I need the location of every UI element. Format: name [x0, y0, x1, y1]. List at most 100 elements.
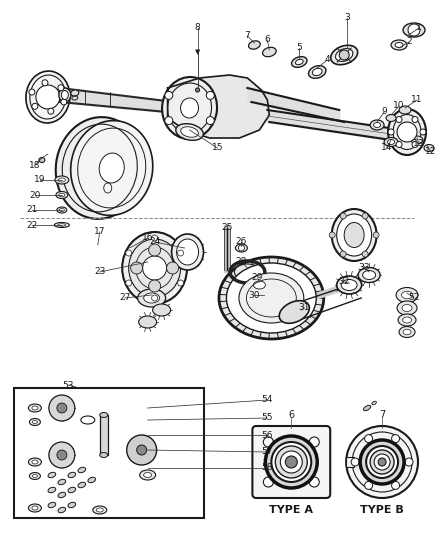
Text: 16: 16 — [142, 233, 153, 243]
Ellipse shape — [358, 268, 380, 282]
Ellipse shape — [341, 279, 357, 290]
Ellipse shape — [332, 209, 377, 261]
Text: 11: 11 — [411, 95, 423, 104]
Ellipse shape — [26, 71, 70, 123]
Ellipse shape — [372, 401, 376, 405]
Text: 25: 25 — [222, 223, 233, 232]
Text: 1: 1 — [416, 23, 422, 33]
Ellipse shape — [152, 304, 170, 316]
Circle shape — [195, 88, 200, 92]
Circle shape — [127, 435, 157, 465]
Text: 55: 55 — [261, 414, 273, 423]
Circle shape — [360, 440, 404, 484]
Ellipse shape — [144, 472, 152, 478]
Text: 4: 4 — [325, 55, 330, 64]
Polygon shape — [168, 75, 269, 138]
Ellipse shape — [54, 222, 69, 228]
Circle shape — [405, 458, 413, 466]
Text: 32: 32 — [339, 278, 350, 287]
Circle shape — [177, 280, 184, 286]
Ellipse shape — [399, 327, 415, 337]
Circle shape — [412, 141, 418, 148]
Ellipse shape — [312, 68, 322, 76]
Circle shape — [362, 213, 368, 219]
Ellipse shape — [28, 504, 42, 512]
Ellipse shape — [364, 406, 371, 410]
Ellipse shape — [57, 207, 67, 213]
Ellipse shape — [29, 472, 40, 480]
Ellipse shape — [337, 214, 371, 256]
Ellipse shape — [239, 273, 304, 323]
Circle shape — [148, 280, 161, 292]
Ellipse shape — [122, 232, 187, 304]
Ellipse shape — [140, 470, 155, 480]
Ellipse shape — [78, 482, 86, 488]
Ellipse shape — [226, 263, 316, 333]
FancyBboxPatch shape — [252, 426, 330, 498]
Ellipse shape — [58, 507, 66, 513]
Ellipse shape — [58, 492, 66, 498]
Text: 13: 13 — [413, 140, 425, 149]
Text: 33: 33 — [358, 263, 370, 272]
Text: 17: 17 — [94, 228, 106, 237]
Text: 30: 30 — [249, 290, 260, 300]
Ellipse shape — [58, 224, 66, 226]
Circle shape — [340, 213, 346, 219]
Ellipse shape — [370, 120, 384, 130]
Circle shape — [143, 256, 166, 280]
Circle shape — [49, 395, 75, 421]
Ellipse shape — [403, 317, 412, 323]
Ellipse shape — [402, 304, 412, 311]
Ellipse shape — [61, 91, 68, 100]
Circle shape — [165, 117, 173, 125]
Text: 6: 6 — [288, 410, 294, 420]
Circle shape — [126, 250, 132, 256]
Circle shape — [364, 434, 373, 442]
Text: 57: 57 — [261, 448, 273, 456]
Circle shape — [374, 454, 390, 470]
Text: 3: 3 — [344, 13, 350, 22]
Ellipse shape — [58, 178, 65, 182]
Circle shape — [392, 434, 399, 442]
Ellipse shape — [32, 421, 37, 424]
Ellipse shape — [172, 234, 204, 270]
Ellipse shape — [424, 144, 434, 151]
Ellipse shape — [331, 45, 358, 64]
Ellipse shape — [336, 49, 353, 61]
Ellipse shape — [58, 479, 66, 484]
Circle shape — [206, 91, 214, 99]
Circle shape — [408, 24, 420, 36]
Ellipse shape — [399, 106, 411, 114]
Ellipse shape — [32, 406, 38, 410]
Ellipse shape — [93, 506, 107, 514]
Ellipse shape — [68, 502, 76, 508]
Ellipse shape — [88, 477, 95, 483]
Circle shape — [152, 295, 158, 301]
Ellipse shape — [100, 413, 108, 417]
Circle shape — [366, 446, 398, 478]
Ellipse shape — [391, 40, 407, 50]
Ellipse shape — [279, 301, 309, 324]
Text: 54: 54 — [261, 395, 273, 405]
Ellipse shape — [129, 239, 180, 297]
Ellipse shape — [68, 472, 76, 478]
Ellipse shape — [32, 474, 37, 478]
Circle shape — [177, 250, 184, 256]
Ellipse shape — [48, 487, 56, 492]
Circle shape — [48, 108, 54, 114]
Ellipse shape — [308, 66, 326, 78]
Ellipse shape — [374, 123, 381, 127]
Ellipse shape — [402, 291, 413, 299]
Circle shape — [272, 442, 311, 482]
Circle shape — [346, 426, 418, 498]
Ellipse shape — [403, 329, 411, 335]
Text: 2: 2 — [406, 37, 412, 46]
Ellipse shape — [32, 506, 38, 510]
Circle shape — [61, 99, 67, 105]
Ellipse shape — [292, 56, 307, 67]
Circle shape — [396, 141, 402, 148]
Text: 20: 20 — [29, 190, 41, 199]
Text: 10: 10 — [393, 101, 405, 110]
Circle shape — [351, 458, 359, 466]
Ellipse shape — [180, 98, 198, 118]
